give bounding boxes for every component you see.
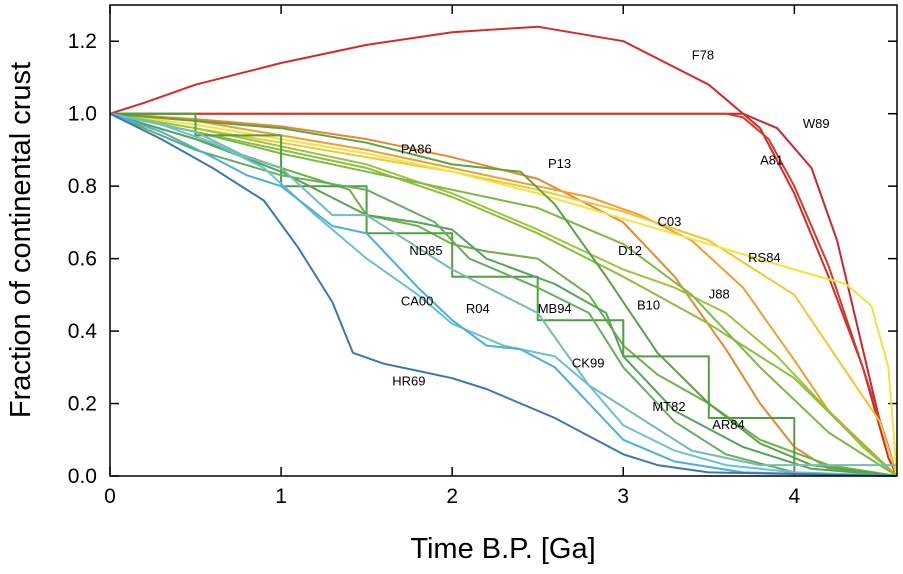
- y-axis-ticks: 0.0 0.2 0.4 0.6 0.8 1.0 1.2: [68, 30, 897, 488]
- series-line-r04: [109, 112, 898, 477]
- y-tick-label: 0.8: [68, 175, 97, 198]
- series-line-mb94: [109, 112, 898, 477]
- series-label-c03: C03: [657, 214, 681, 229]
- series-line-nd85: [109, 112, 898, 477]
- series-line-b10: [109, 112, 898, 477]
- x-tick-label: 0: [104, 485, 116, 508]
- series-label-j88: J88: [709, 286, 730, 301]
- series-label-d12: D12: [618, 243, 642, 258]
- series-label-mb94: MB94: [538, 301, 572, 316]
- series-label-a81: A81: [760, 152, 783, 167]
- y-axis-label: Fraction of continental crust: [5, 62, 37, 418]
- series-label-rs84: RS84: [748, 250, 781, 265]
- series-line-nb: [110, 112, 796, 476]
- series-line-ck99: [109, 112, 897, 467]
- x-tick-label: 3: [617, 485, 629, 508]
- y-tick-label: 0.4: [68, 320, 98, 343]
- y-tick-label: 0.2: [68, 393, 97, 416]
- series-label-b10: B10: [637, 297, 660, 312]
- x-axis-ticks: 0 1 2 3 4: [104, 5, 801, 508]
- y-tick-label: 1.2: [68, 30, 97, 53]
- series-label-hr69: HR69: [392, 373, 425, 388]
- series-line-hr69: [109, 112, 898, 477]
- series-label-ck99: CK99: [572, 355, 605, 370]
- y-tick-label: 1.0: [68, 103, 97, 126]
- x-tick-label: 1: [275, 485, 287, 508]
- series-line-f78: [109, 25, 898, 477]
- series-label-w89: W89: [803, 116, 830, 131]
- series-lines: [109, 25, 898, 477]
- series-line-c03: [109, 112, 898, 477]
- series-line-ca00: [109, 112, 898, 477]
- series-line-ar84: [109, 112, 898, 477]
- x-tick-label: 4: [789, 485, 801, 508]
- series-line-d12: [109, 112, 898, 477]
- series-label-ca00: CA00: [401, 294, 434, 309]
- series-line-a81: [110, 112, 898, 477]
- x-axis-label: Time B.P. [Ga]: [410, 533, 595, 565]
- series-label-mt82: MT82: [652, 399, 685, 414]
- plot-frame: [109, 4, 898, 477]
- series-label-p13: P13: [548, 156, 571, 171]
- x-tick-label: 2: [446, 485, 458, 508]
- series-label-r04: R04: [466, 301, 490, 316]
- series-labels: F78 W89 A81 PA86 P13 C03 RS84 J88 B10 D12 MT82 AR84…: [392, 47, 829, 432]
- series-line-mt82: [109, 112, 898, 477]
- series-label-f78: F78: [692, 47, 714, 62]
- series-label-nd85: ND85: [409, 243, 442, 258]
- series-label-pa86: PA86: [401, 142, 432, 157]
- y-tick-label: 0.6: [68, 248, 97, 271]
- y-tick-label: 0.0: [68, 465, 97, 488]
- series-label-ar84: AR84: [712, 417, 745, 432]
